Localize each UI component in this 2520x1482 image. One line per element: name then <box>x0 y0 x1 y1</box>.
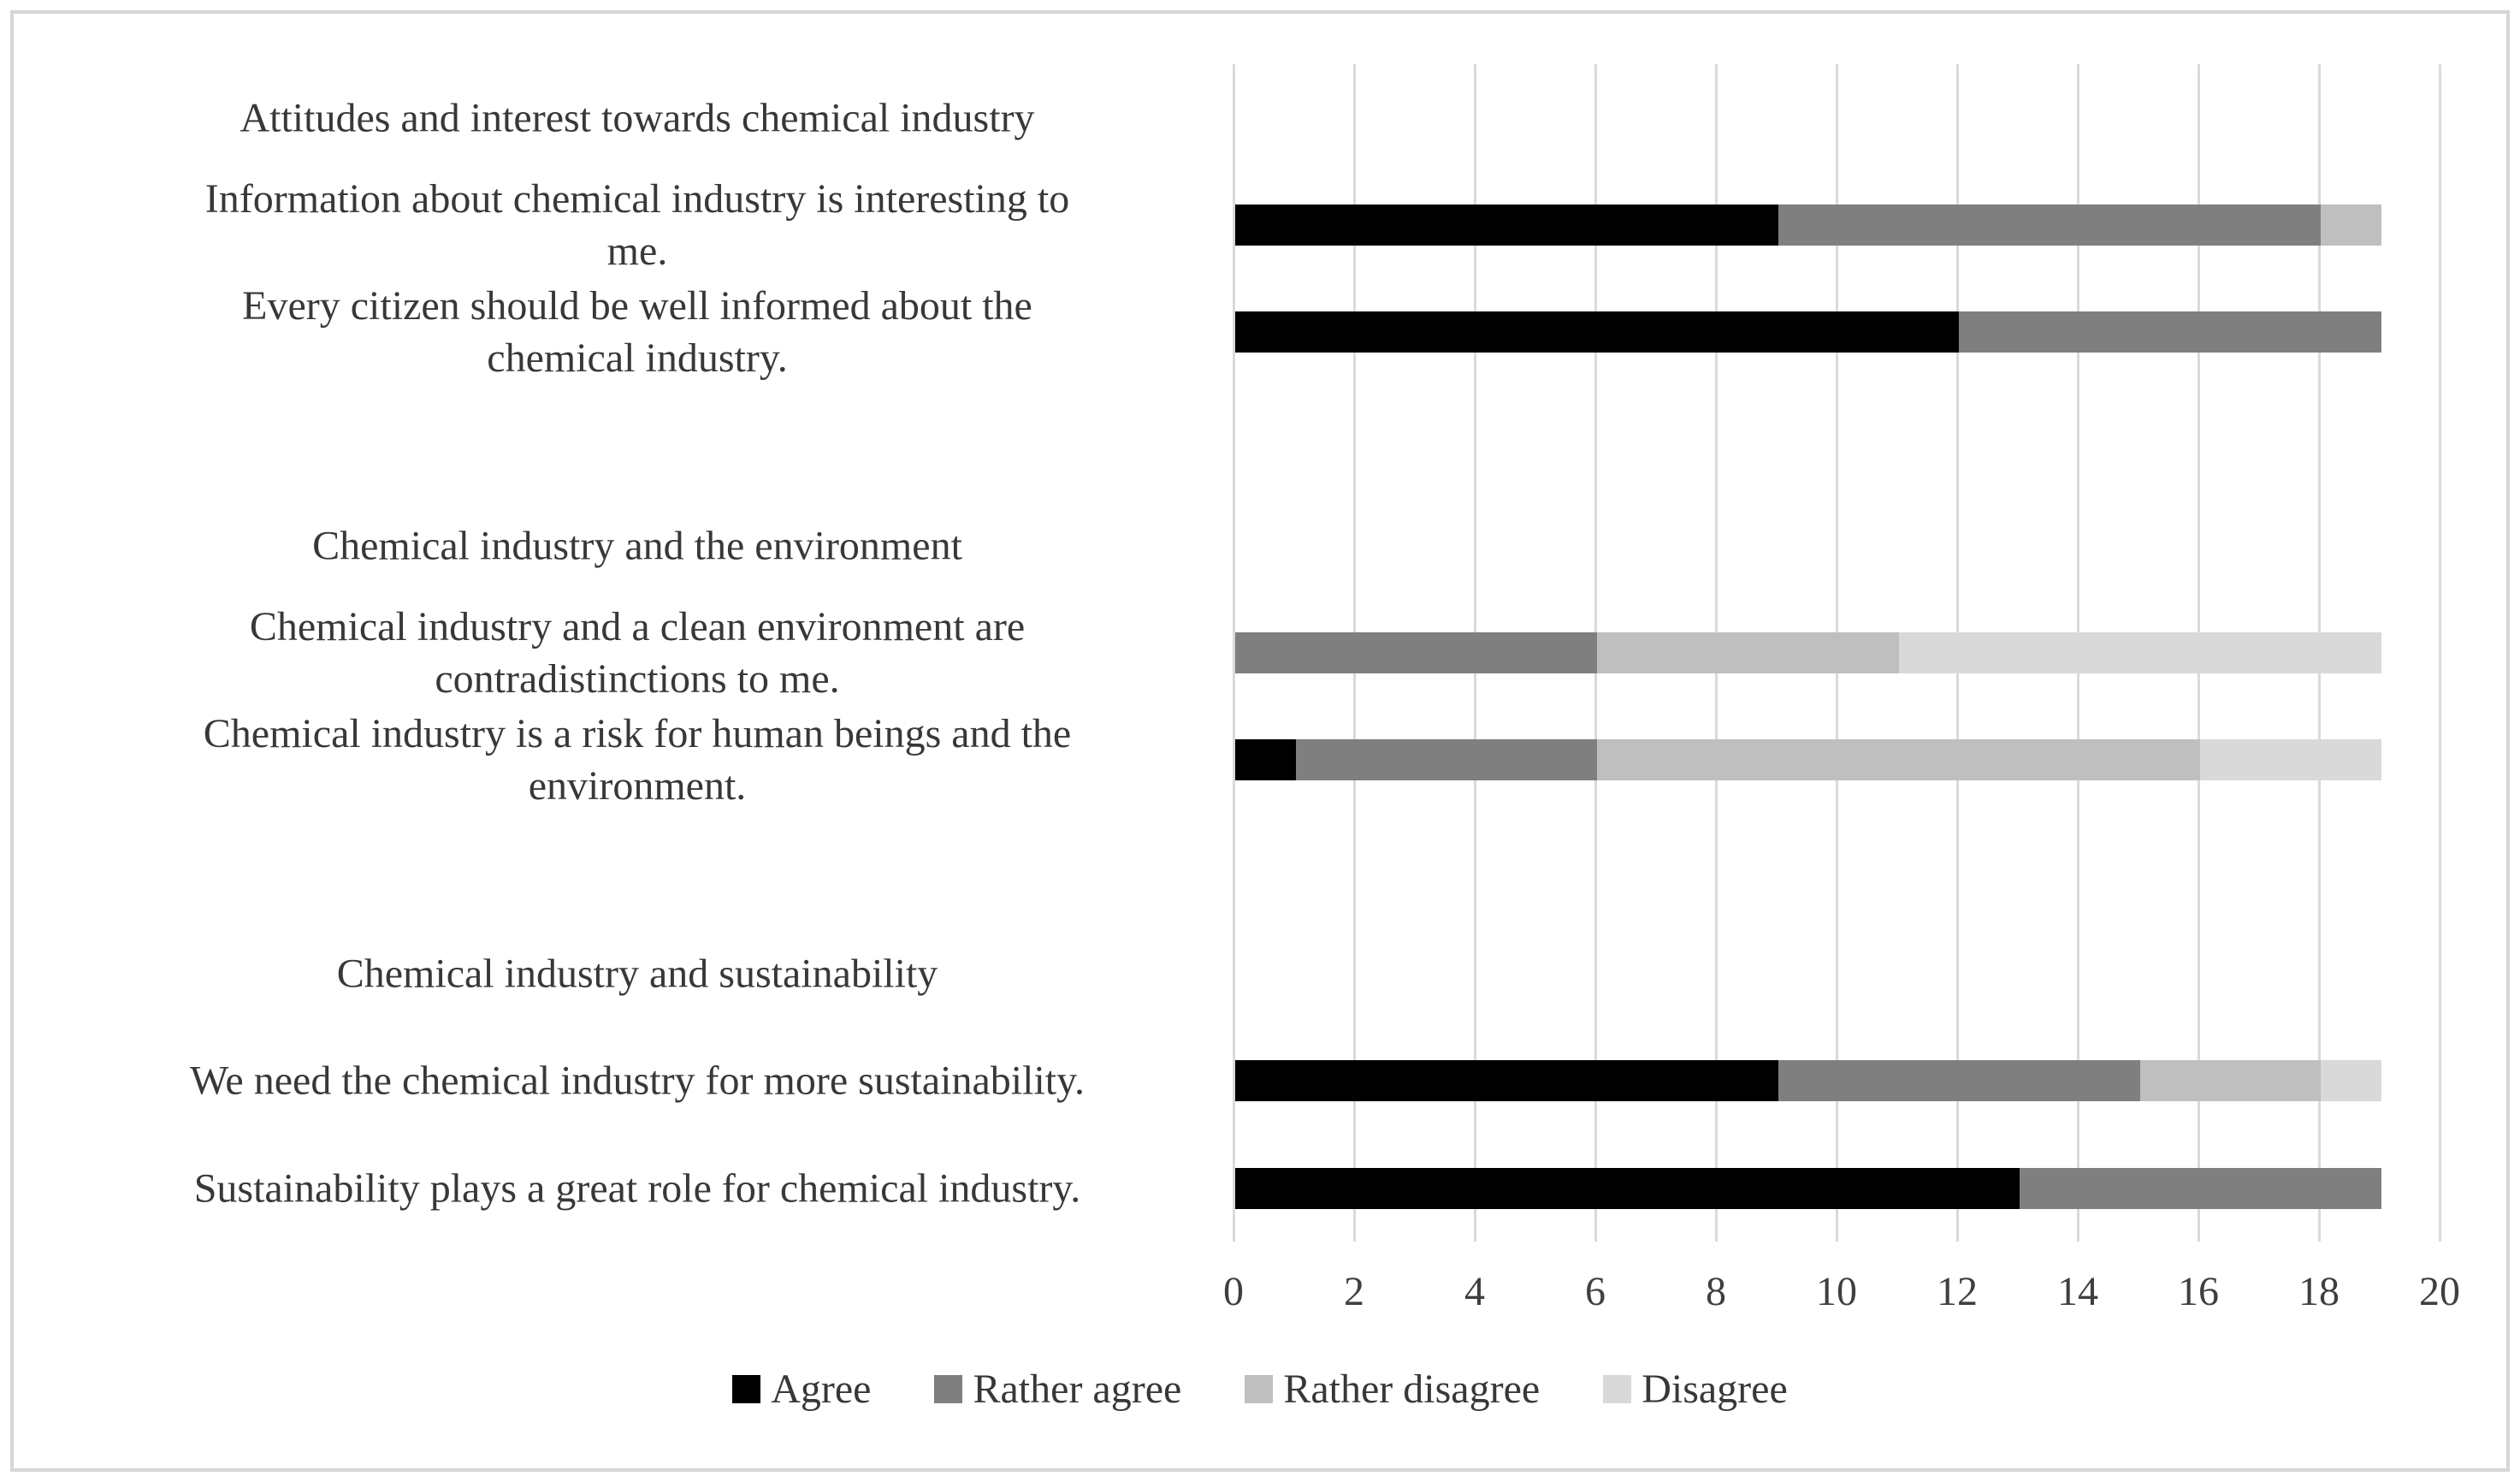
x-axis-tick-label: 20 <box>2419 1269 2460 1314</box>
category-label: Sustainability plays a great role for ch… <box>68 1162 1206 1214</box>
stacked-bar <box>1235 632 2381 674</box>
chart-row: Every citizen should be well informed ab… <box>0 278 2520 385</box>
bar-segment-rather-disagree <box>2321 204 2381 246</box>
chart-row <box>0 385 2520 492</box>
x-axis-tick-label: 0 <box>1223 1269 1244 1314</box>
bar-segment-agree <box>1235 311 1959 353</box>
category-label-line: Attitudes and interest towards chemical … <box>240 95 1035 141</box>
legend-label: Agree <box>771 1366 872 1412</box>
category-label-line: Every citizen should be well informed ab… <box>242 282 1032 329</box>
category-label-line: Chemical industry and sustainability <box>336 951 938 997</box>
legend-label: Rather disagree <box>1283 1366 1541 1412</box>
bar-segment-rather-agree <box>2019 1167 2381 1209</box>
bar-segment-rather-disagree <box>1597 632 1899 674</box>
bar-segment-agree <box>1235 204 1778 246</box>
bar-segment-rather-agree <box>1235 632 1597 674</box>
bar-segment-rather-disagree <box>1597 739 2200 781</box>
category-label: Chemical industry and sustainability <box>68 948 1206 1000</box>
chart-row: Chemical industry is a risk for human be… <box>0 707 2520 814</box>
category-label: Chemical industry is a risk for human be… <box>68 708 1206 812</box>
category-label-line: chemical industry. <box>487 335 788 381</box>
bar-segment-rather-disagree <box>2139 1060 2321 1102</box>
chart-row: Chemical industry and sustainability <box>0 921 2520 1028</box>
stacked-bar <box>1235 1167 2381 1209</box>
bar-segment-disagree <box>1898 632 2381 674</box>
stacked-bar <box>1235 1060 2381 1102</box>
x-axis-tick-label: 8 <box>1706 1269 1726 1314</box>
x-axis-tick-label: 12 <box>1937 1269 1978 1314</box>
x-axis-tick-label: 10 <box>1816 1269 1857 1314</box>
category-label-line: me. <box>606 228 668 274</box>
x-axis-tick-label: 16 <box>2178 1269 2219 1314</box>
chart-row: Information about chemical industry is i… <box>0 171 2520 278</box>
gridline <box>2438 64 2441 1242</box>
category-label-line: Chemical industry and the environment <box>312 523 962 569</box>
category-label-line: We need the chemical industry for more s… <box>189 1058 1085 1104</box>
gridline <box>1232 64 1235 1242</box>
chart-legend: Agree Rather agree Rather disagree Disag… <box>0 1366 2520 1413</box>
category-label-line: Chemical industry is a risk for human be… <box>203 711 1072 757</box>
legend-item: Rather disagree <box>1245 1366 1540 1413</box>
chart-row: Attitudes and interest towards chemical … <box>0 64 2520 171</box>
bar-segment-agree <box>1235 739 1296 781</box>
legend-item: Disagree <box>1603 1366 1788 1413</box>
x-axis-tick-label: 14 <box>2057 1269 2098 1314</box>
category-label-line: Sustainability plays a great role for ch… <box>193 1165 1081 1212</box>
legend-label: Rather agree <box>973 1366 1182 1412</box>
chart-row: Chemical industry and a clean environmen… <box>0 600 2520 707</box>
stacked-bar <box>1235 204 2381 246</box>
category-label-line: Information about chemical industry is i… <box>204 175 1070 222</box>
legend-swatch-icon <box>1245 1375 1274 1403</box>
category-label-line: contradistinctions to me. <box>435 656 840 702</box>
chart-row <box>0 814 2520 921</box>
bar-segment-rather-agree <box>1959 311 2381 353</box>
bar-segment-rather-agree <box>1295 739 1597 781</box>
bar-segment-disagree <box>2321 1060 2381 1102</box>
legend-swatch-icon <box>934 1375 963 1403</box>
stacked-bar <box>1235 739 2381 781</box>
bar-segment-agree <box>1235 1167 2020 1209</box>
category-label: We need the chemical industry for more s… <box>68 1055 1206 1107</box>
category-label: Chemical industry and a clean environmen… <box>68 601 1206 705</box>
category-label: Information about chemical industry is i… <box>68 173 1206 277</box>
bar-segment-disagree <box>2200 739 2381 781</box>
x-axis-tick-label: 6 <box>1585 1269 1606 1314</box>
bar-segment-rather-agree <box>1778 1060 2140 1102</box>
x-axis-tick-label: 18 <box>2298 1269 2340 1314</box>
bar-segment-agree <box>1235 1060 1778 1102</box>
x-axis-tick-label: 4 <box>1464 1269 1485 1314</box>
chart-row: Sustainability plays a great role for ch… <box>0 1135 2520 1242</box>
x-axis-tick-label: 2 <box>1344 1269 1364 1314</box>
category-label-line: Chemical industry and a clean environmen… <box>249 604 1026 650</box>
legend-swatch-icon <box>1603 1375 1632 1403</box>
category-label: Attitudes and interest towards chemical … <box>68 92 1206 144</box>
legend-label: Disagree <box>1642 1366 1788 1412</box>
category-label: Every citizen should be well informed ab… <box>68 280 1206 384</box>
chart-row: Chemical industry and the environment <box>0 492 2520 599</box>
category-label-line: environment. <box>528 763 747 809</box>
legend-item: Rather agree <box>934 1366 1181 1413</box>
legend-item: Agree <box>732 1366 871 1413</box>
stacked-bar <box>1235 311 2381 353</box>
chart-row: We need the chemical industry for more s… <box>0 1028 2520 1135</box>
legend-swatch-icon <box>732 1375 761 1403</box>
bar-segment-rather-agree <box>1778 204 2321 246</box>
category-label: Chemical industry and the environment <box>68 519 1206 572</box>
